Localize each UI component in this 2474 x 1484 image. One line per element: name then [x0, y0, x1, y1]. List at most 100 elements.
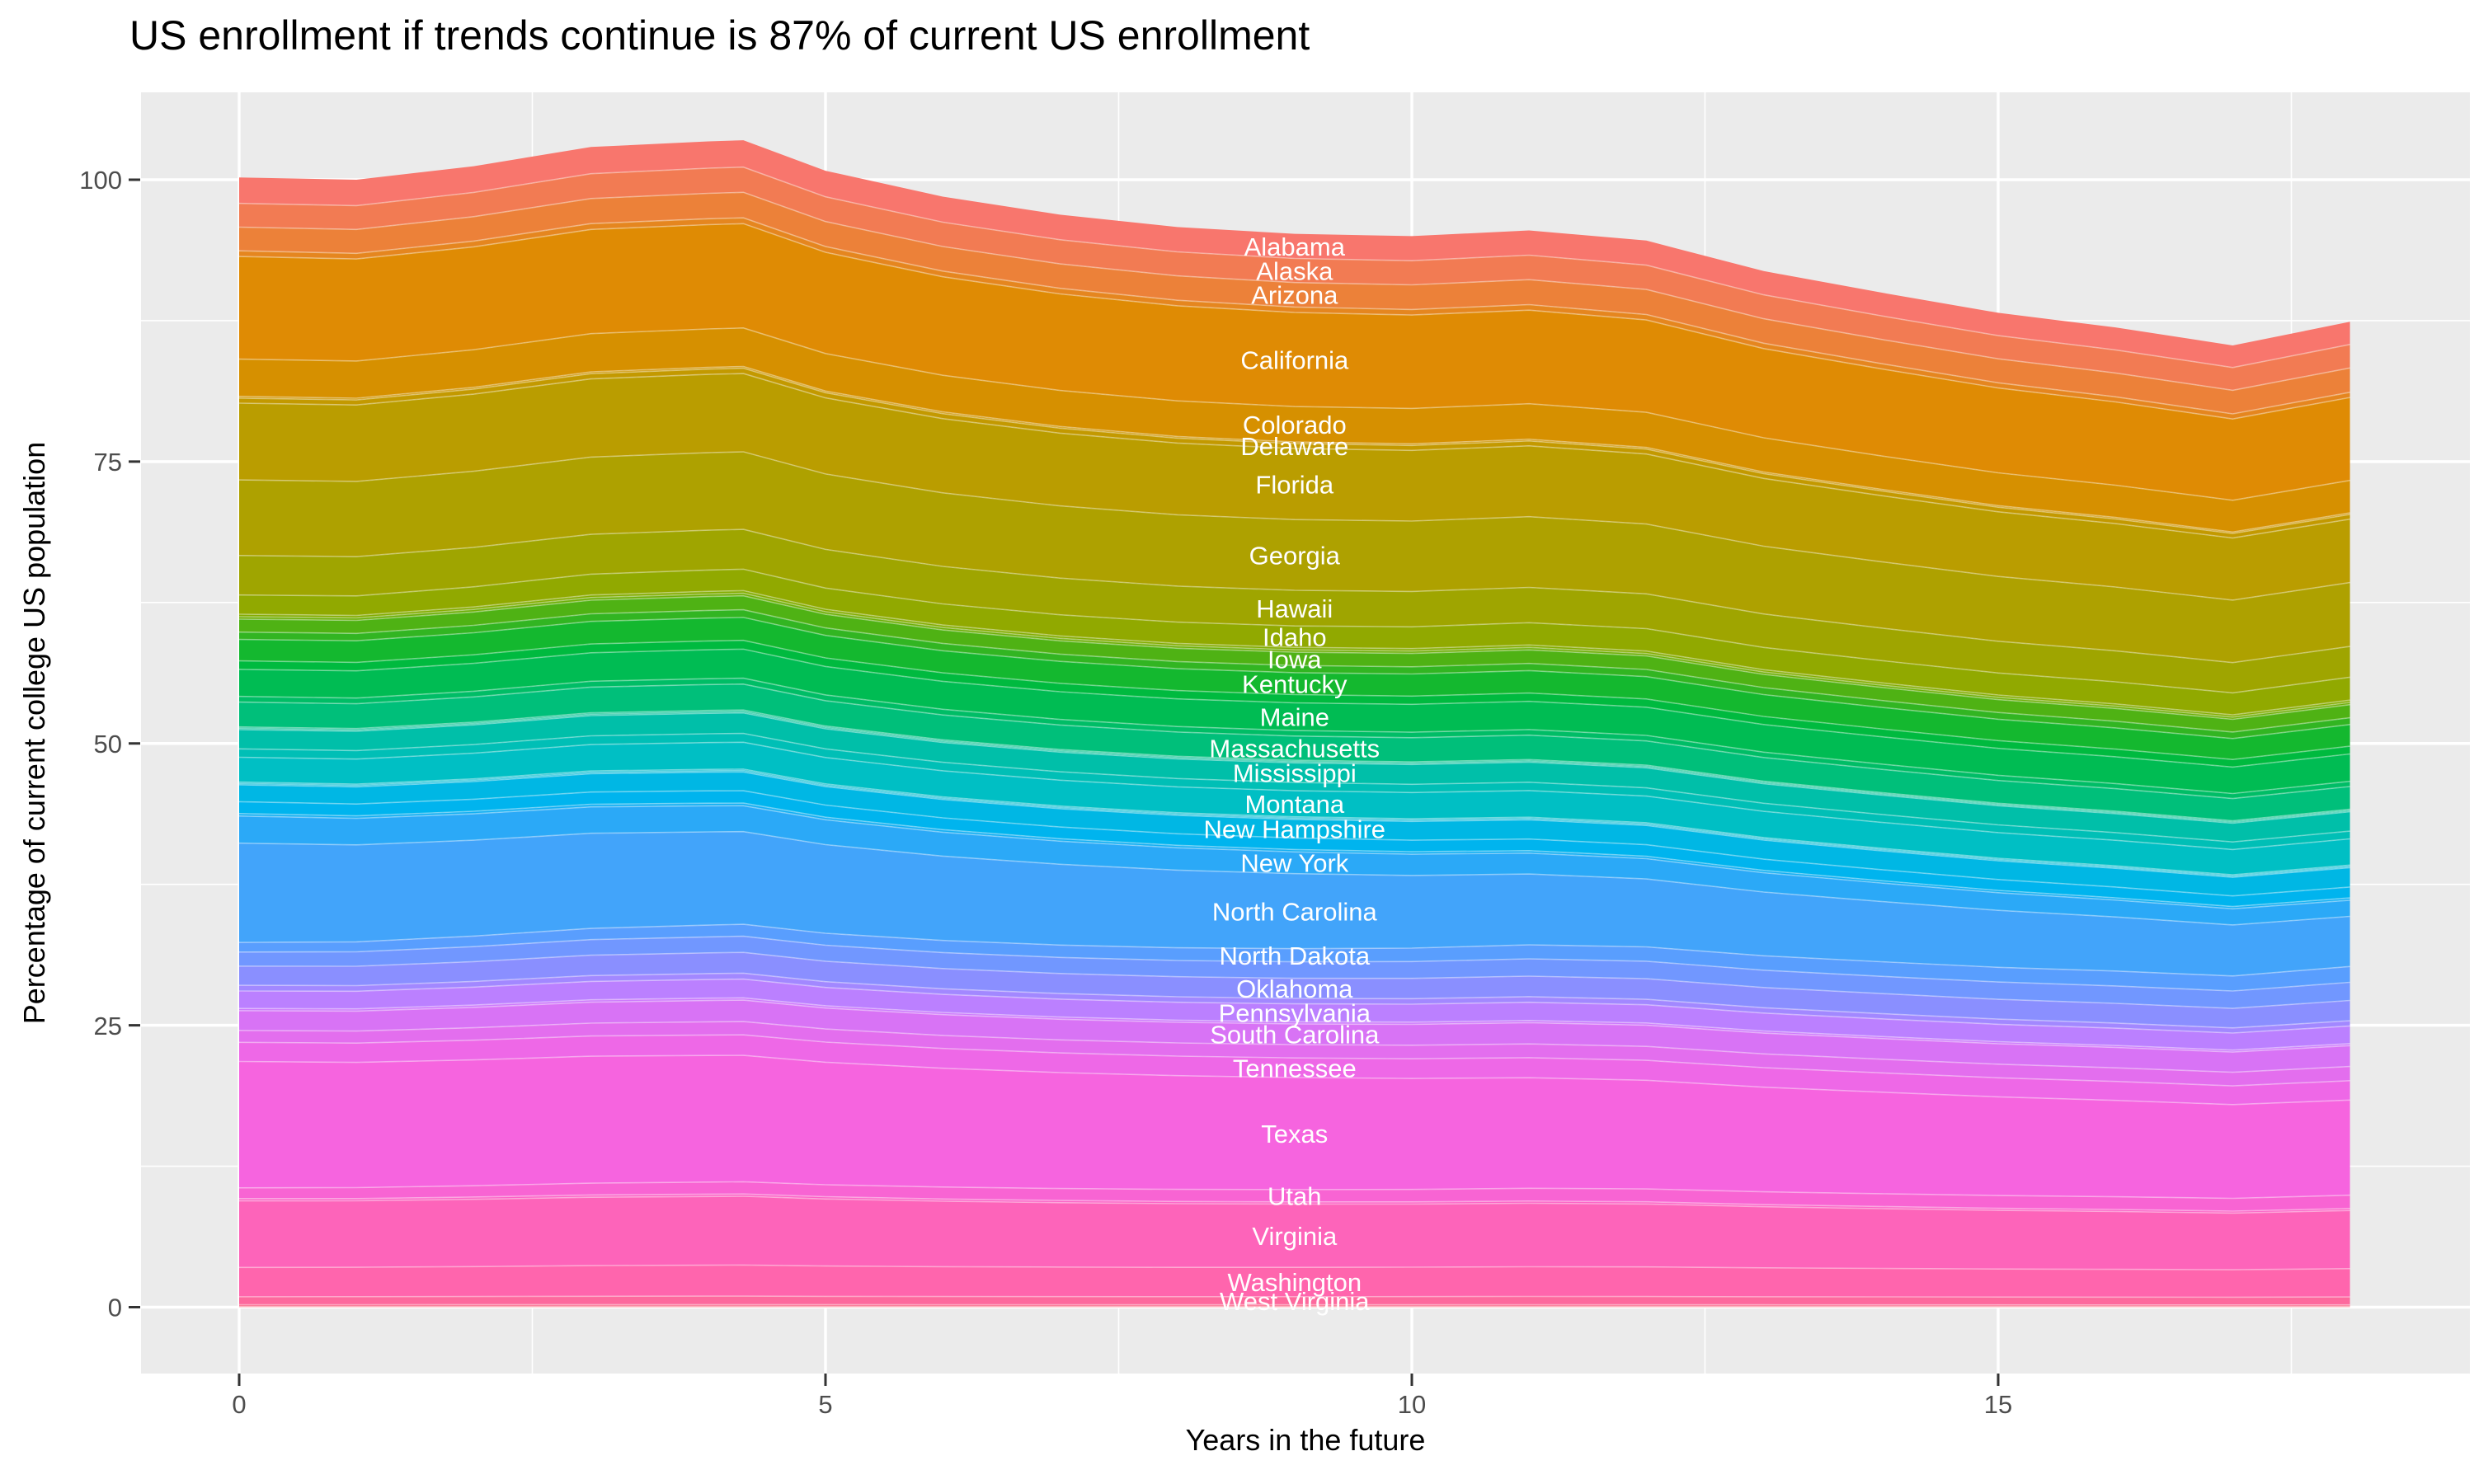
state-label-delaware: Delaware: [1240, 432, 1348, 461]
state-label-georgia: Georgia: [1249, 541, 1341, 570]
band-separator: [238, 648, 2350, 768]
band-separator: [238, 1264, 2350, 1270]
band-separator: [238, 1054, 2350, 1106]
band-separator: [238, 999, 2350, 1053]
y-tick-label: 75: [94, 448, 122, 477]
x-tick-label: 5: [818, 1390, 832, 1419]
state-label-utah: Utah: [1268, 1182, 1321, 1211]
x-tick-label: 0: [232, 1390, 246, 1419]
area-band-west-virginia: [239, 1296, 2350, 1305]
band-separator: [238, 451, 2350, 601]
state-label-arizona: Arizona: [1251, 281, 1338, 310]
band-separator: [238, 771, 2350, 878]
band-separator: [238, 217, 2350, 415]
area-band-north-carolina: [239, 831, 2350, 976]
area-band-florida: [239, 373, 2350, 600]
band-separator: [238, 639, 2350, 761]
band-separator: [238, 1021, 2350, 1073]
area-band-rhode-island: [239, 998, 2350, 1053]
area-band-south-carolina: [239, 1000, 2350, 1073]
area-band-iowa: [239, 595, 2350, 732]
state-label-massachusetts: Massachusetts: [1209, 735, 1380, 763]
band-separator: [238, 166, 2350, 369]
area-band-kentucky: [239, 617, 2350, 760]
band-separator: [238, 683, 2350, 800]
area-band-colorado: [239, 327, 2350, 533]
band-separator: [238, 923, 2350, 977]
state-label-north-carolina: North Carolina: [1212, 897, 1378, 926]
band-separator: [238, 592, 2350, 718]
area-band-california: [239, 223, 2350, 500]
band-separator: [238, 805, 2350, 910]
area-band-wyoming: [239, 1306, 2350, 1308]
state-label-kentucky: Kentucky: [1242, 669, 1348, 698]
band-separator: [238, 589, 2350, 716]
area-band-vermont: [239, 1194, 2350, 1214]
area-band-south-dakota: [239, 1021, 2350, 1087]
area-band-kansas: [239, 609, 2350, 739]
y-tick-label: 0: [108, 1294, 122, 1322]
y-tick-label: 100: [79, 166, 122, 195]
band-separator: [238, 711, 2350, 824]
band-separator: [238, 367, 2350, 534]
area-band-pennsylvania: [239, 979, 2350, 1050]
band-separator: [238, 594, 2350, 721]
area-band-louisiana: [239, 640, 2350, 768]
area-band-virginia: [239, 1196, 2350, 1270]
area-band-massachusetts: [239, 683, 2350, 821]
state-label-maine: Maine: [1260, 702, 1329, 731]
state-label-south-carolina: South Carolina: [1210, 1021, 1380, 1050]
area-band-maine: [239, 649, 2350, 794]
band-separator: [238, 1195, 2350, 1214]
area-band-oregon: [239, 973, 2350, 1033]
band-separator: [238, 223, 2350, 420]
state-label-alaska: Alaska: [1256, 256, 1333, 285]
band-separator: [238, 1295, 2350, 1298]
band-separator: [238, 373, 2350, 539]
area-band-idaho: [239, 569, 2350, 716]
state-label-tennessee: Tennessee: [1233, 1054, 1357, 1082]
band-separator: [238, 997, 2350, 1051]
band-separator: [238, 790, 2350, 897]
x-axis-title: Years in the future: [1185, 1423, 1426, 1457]
state-label-texas: Texas: [1261, 1120, 1328, 1148]
area-band-washington: [239, 1265, 2350, 1298]
chart-title: US enrollment if trends continue is 87% …: [129, 12, 1310, 59]
state-label-west-virginia: West Virginia: [1220, 1287, 1370, 1316]
area-band-arizona: [239, 192, 2350, 415]
band-separator: [238, 711, 2350, 823]
area-band-oklahoma: [239, 952, 2350, 1028]
area-band-mississippi: [239, 712, 2350, 843]
area-band-alaska: [239, 167, 2350, 391]
area-band-tennessee: [239, 1035, 2350, 1105]
area-band-new-jersey: [239, 791, 2350, 907]
area-band-new-hampshire: [239, 772, 2350, 896]
band-separator: [238, 528, 2350, 664]
area-band-alabama: [239, 140, 2350, 368]
band-separator: [238, 768, 2350, 876]
y-tick-label: 25: [94, 1012, 122, 1040]
area-band-utah: [239, 1181, 2350, 1211]
band-separator: [238, 608, 2350, 733]
band-separator: [238, 1034, 2350, 1087]
state-label-new-hampshire: New Hampshire: [1204, 815, 1386, 843]
state-label-hawaii: Hawaii: [1256, 594, 1333, 623]
y-axis-title: Percentage of current college US populat…: [17, 441, 52, 1025]
area-band-texas: [239, 1055, 2350, 1199]
state-label-alabama: Alabama: [1244, 232, 1346, 261]
state-label-california: California: [1240, 345, 1349, 374]
y-axis-title-container: Percentage of current college US populat…: [5, 92, 64, 1374]
area-band-wisconsin: [239, 1304, 2350, 1307]
band-separator: [238, 709, 2350, 822]
state-label-oklahoma: Oklahoma: [1236, 974, 1353, 1003]
x-tick-label: 15: [1984, 1390, 2012, 1419]
state-label-iowa: Iowa: [1268, 645, 1322, 674]
state-label-mississippi: Mississippi: [1233, 758, 1357, 787]
state-label-virginia: Virginia: [1252, 1222, 1338, 1251]
band-separator: [238, 830, 2350, 926]
area-band-montana: [239, 742, 2350, 876]
area-band-new-york: [239, 805, 2350, 925]
band-separator: [238, 935, 2350, 992]
band-separator: [238, 677, 2350, 795]
